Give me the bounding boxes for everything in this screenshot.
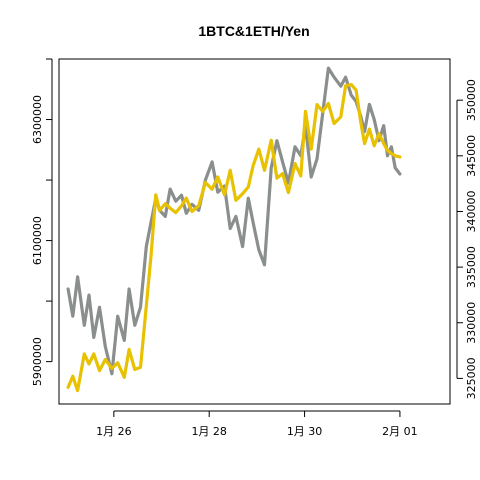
x-tick-label: 1月 26: [96, 425, 132, 438]
x-tick-label: 1月 28: [191, 425, 227, 438]
y2-tick-label: 325000: [465, 357, 478, 399]
y2-tick-label: 330000: [465, 302, 478, 344]
axes-layer: 1月 26 1月 28 1月 30 2月 01 5900000 6100000 630000…: [31, 58, 478, 438]
series-line-right-axis: [66, 82, 402, 393]
plot-frame: [58, 58, 451, 405]
y2-tick-label: 340000: [465, 190, 478, 232]
x-tick-label: 1月 30: [287, 425, 323, 438]
series-layer: [66, 66, 402, 393]
y2-tick-label: 335000: [465, 246, 478, 288]
y2-tick-label: 350000: [465, 79, 478, 121]
series-line-left-axis: [66, 66, 402, 376]
chart-title: 1BTC&1ETH/Yen: [198, 23, 309, 39]
y-tick-label: 6300000: [31, 95, 44, 144]
y-tick-label: 6100000: [31, 216, 44, 265]
y2-tick-label: 345000: [465, 135, 478, 177]
x-tick-label: 2月 01: [382, 425, 418, 438]
y-tick-label: 5900000: [31, 337, 44, 386]
